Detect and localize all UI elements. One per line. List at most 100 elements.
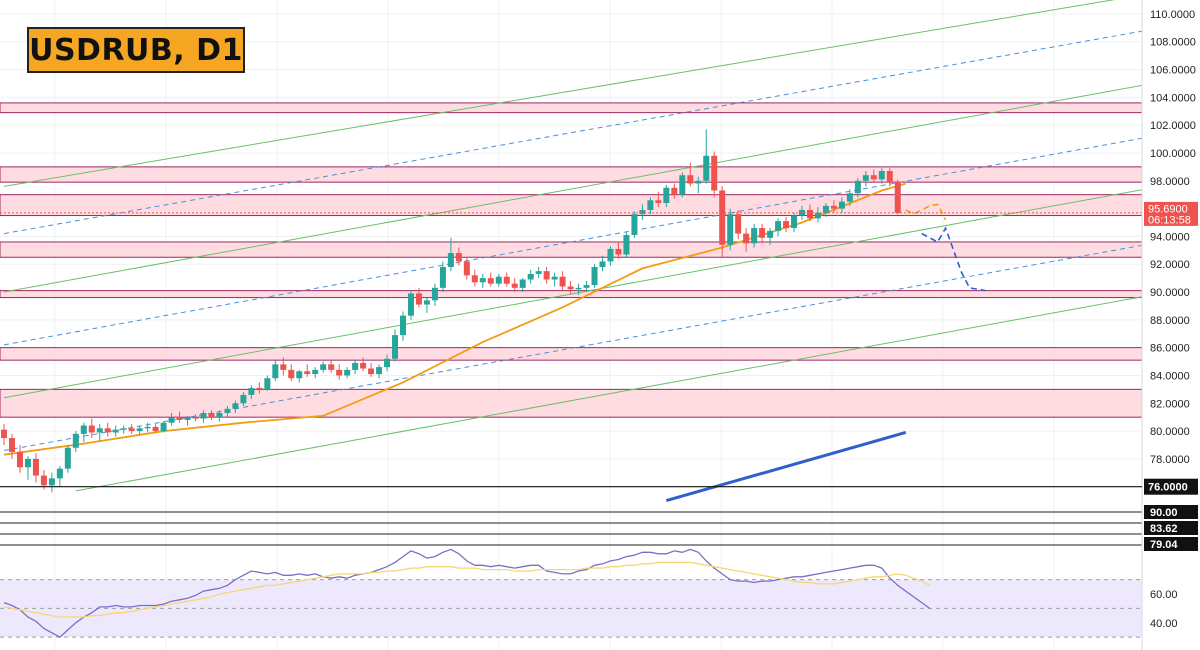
candle[interactable] bbox=[663, 184, 670, 208]
candle[interactable] bbox=[870, 169, 877, 183]
candle[interactable] bbox=[735, 209, 742, 240]
candle[interactable] bbox=[862, 171, 869, 187]
candle[interactable] bbox=[384, 354, 391, 372]
candle[interactable] bbox=[886, 168, 893, 187]
candle[interactable] bbox=[176, 411, 183, 423]
candle[interactable] bbox=[328, 360, 335, 373]
candle[interactable] bbox=[463, 257, 470, 280]
candle[interactable] bbox=[64, 444, 71, 473]
candle[interactable] bbox=[304, 364, 311, 377]
candle[interactable] bbox=[838, 197, 845, 213]
candle[interactable] bbox=[727, 208, 734, 251]
candle[interactable] bbox=[687, 162, 694, 187]
candle[interactable] bbox=[144, 422, 151, 433]
candle[interactable] bbox=[479, 273, 486, 288]
candle[interactable] bbox=[567, 280, 574, 294]
candle[interactable] bbox=[655, 191, 662, 208]
candle[interactable] bbox=[791, 212, 798, 233]
candle[interactable] bbox=[344, 367, 351, 379]
candle[interactable] bbox=[615, 241, 622, 259]
candle[interactable] bbox=[775, 218, 782, 237]
candle[interactable] bbox=[591, 264, 598, 288]
candle[interactable] bbox=[767, 228, 774, 245]
candle[interactable] bbox=[280, 357, 287, 376]
candle[interactable] bbox=[431, 283, 438, 306]
candle[interactable] bbox=[583, 280, 590, 293]
candle[interactable] bbox=[814, 207, 821, 223]
candle[interactable] bbox=[535, 266, 542, 279]
candle[interactable] bbox=[24, 456, 31, 480]
candle[interactable] bbox=[846, 189, 853, 206]
candle[interactable] bbox=[703, 129, 710, 184]
candle[interactable] bbox=[200, 410, 207, 423]
candle[interactable] bbox=[32, 453, 39, 483]
candle[interactable] bbox=[192, 414, 199, 422]
price-axis[interactable]: 110.0000 108.0000 106.0000 104.0000 102.0000… bbox=[1141, 0, 1200, 650]
candle[interactable] bbox=[296, 369, 303, 383]
candle[interactable] bbox=[104, 422, 111, 437]
candle[interactable] bbox=[471, 269, 478, 287]
candle[interactable] bbox=[559, 271, 566, 291]
candle[interactable] bbox=[72, 431, 79, 452]
candle[interactable] bbox=[599, 255, 606, 272]
candle[interactable] bbox=[80, 422, 87, 443]
candle[interactable] bbox=[511, 278, 518, 293]
candle[interactable] bbox=[639, 204, 646, 220]
candle[interactable] bbox=[551, 272, 558, 287]
candle[interactable] bbox=[447, 237, 454, 272]
candle[interactable] bbox=[392, 329, 399, 362]
candle[interactable] bbox=[495, 273, 502, 287]
candle[interactable] bbox=[783, 216, 790, 233]
candle[interactable] bbox=[368, 362, 375, 377]
candle[interactable] bbox=[272, 360, 279, 382]
candle[interactable] bbox=[88, 418, 95, 439]
candle[interactable] bbox=[607, 246, 614, 266]
candle[interactable] bbox=[16, 444, 23, 473]
candle[interactable] bbox=[822, 203, 829, 217]
candle[interactable] bbox=[503, 272, 510, 287]
candle[interactable] bbox=[152, 424, 159, 433]
candle[interactable] bbox=[224, 406, 231, 418]
candle[interactable] bbox=[711, 151, 718, 198]
candle[interactable] bbox=[878, 168, 885, 184]
candle[interactable] bbox=[487, 272, 494, 287]
candle[interactable] bbox=[288, 364, 295, 382]
candle[interactable] bbox=[543, 266, 550, 284]
candle[interactable] bbox=[695, 176, 702, 194]
candle[interactable] bbox=[360, 357, 367, 372]
candle[interactable] bbox=[751, 223, 758, 248]
candle[interactable] bbox=[719, 186, 726, 258]
candle[interactable] bbox=[208, 410, 215, 420]
candle[interactable] bbox=[112, 425, 119, 437]
candle[interactable] bbox=[376, 364, 383, 379]
candle[interactable] bbox=[320, 361, 327, 373]
candle[interactable] bbox=[264, 375, 271, 391]
candlesticks[interactable] bbox=[1, 129, 901, 493]
candle[interactable] bbox=[232, 400, 239, 414]
candle[interactable] bbox=[423, 297, 430, 313]
candle[interactable] bbox=[56, 465, 63, 487]
candle[interactable] bbox=[168, 413, 175, 426]
candle[interactable] bbox=[575, 283, 582, 295]
candle[interactable] bbox=[352, 360, 359, 375]
candle[interactable] bbox=[96, 424, 103, 441]
candle[interactable] bbox=[527, 269, 534, 284]
candle[interactable] bbox=[830, 200, 837, 213]
candle[interactable] bbox=[519, 278, 526, 293]
candle[interactable] bbox=[415, 287, 422, 308]
candle[interactable] bbox=[216, 410, 223, 422]
candle[interactable] bbox=[631, 211, 638, 238]
candle[interactable] bbox=[647, 197, 654, 215]
rsi-axis[interactable]: 90.00 83.62 79.04 60.00 40.00 bbox=[1144, 505, 1198, 630]
candle[interactable] bbox=[894, 179, 901, 215]
candle[interactable] bbox=[400, 311, 406, 341]
candle[interactable] bbox=[671, 183, 678, 199]
candle[interactable] bbox=[312, 367, 319, 379]
candle[interactable] bbox=[407, 290, 414, 320]
candle[interactable] bbox=[743, 228, 750, 252]
candle[interactable] bbox=[623, 232, 630, 258]
candle[interactable] bbox=[759, 223, 766, 244]
candle[interactable] bbox=[136, 425, 143, 436]
candle[interactable] bbox=[439, 261, 446, 293]
